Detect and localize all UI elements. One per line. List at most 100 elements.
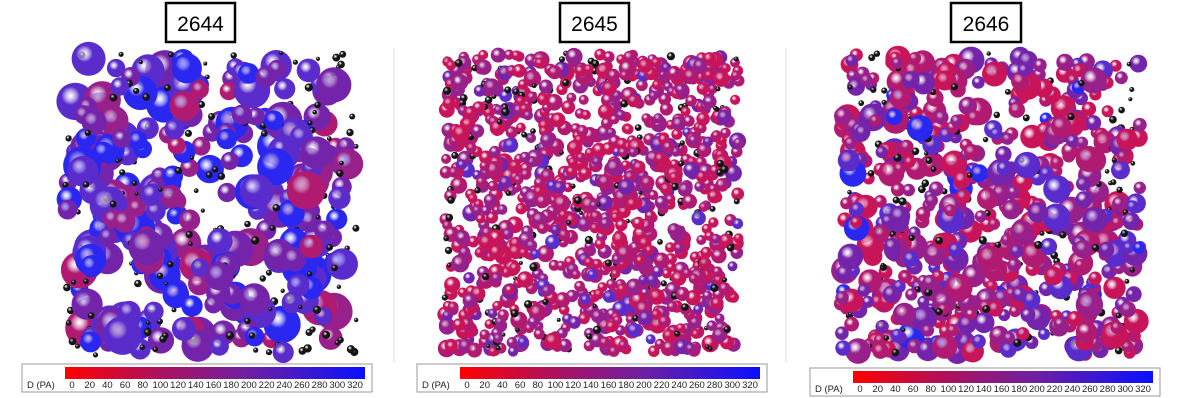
sphere (451, 73, 469, 91)
sphere (195, 154, 224, 184)
sphere (309, 326, 316, 333)
sphere (143, 328, 152, 337)
sphere (530, 128, 536, 135)
sphere (80, 255, 103, 278)
panel-title: 2645 (571, 13, 618, 36)
sphere (441, 294, 448, 301)
sphere (316, 67, 352, 103)
sphere (971, 334, 986, 349)
sphere (159, 335, 167, 343)
sphere (225, 331, 235, 340)
colorbar-tick-label: 280 (707, 380, 723, 391)
sphere (610, 212, 621, 223)
sphere (1129, 87, 1135, 92)
sphere (518, 261, 523, 265)
sphere (934, 70, 955, 91)
sphere (973, 312, 995, 333)
sphere (298, 304, 303, 310)
sphere (671, 116, 686, 131)
sphere (80, 331, 102, 353)
sphere (995, 146, 1012, 163)
sphere (57, 199, 78, 220)
sphere (1059, 231, 1067, 239)
sphere (923, 151, 929, 156)
sphere (98, 227, 117, 246)
colorbar-tick-label: 40 (890, 384, 901, 395)
sphere (1104, 169, 1110, 174)
sphere (713, 70, 730, 87)
sphere (185, 230, 193, 239)
sphere (872, 225, 890, 243)
sphere (493, 333, 504, 344)
sphere (988, 217, 1000, 230)
sphere (336, 169, 344, 177)
sphere (640, 175, 655, 190)
sphere (553, 181, 566, 194)
sphere (578, 312, 590, 325)
sphere (691, 329, 701, 339)
sphere (216, 128, 237, 150)
sphere (304, 83, 313, 92)
sphere (847, 189, 852, 195)
sphere (905, 288, 918, 301)
sphere (623, 50, 636, 64)
colorbar-tick-label: 300 (724, 380, 740, 391)
sphere (482, 272, 490, 281)
colorbar-tick-label: 200 (636, 380, 652, 391)
sphere (702, 136, 714, 147)
sphere (618, 340, 629, 350)
sphere (537, 245, 554, 263)
colorbar-tick-label: 80 (926, 384, 937, 395)
sphere (971, 76, 985, 89)
sphere (470, 124, 485, 138)
sphere (1022, 114, 1030, 122)
sphere (287, 274, 310, 297)
sphere (881, 87, 888, 94)
sphere (81, 109, 107, 135)
sphere (171, 316, 196, 341)
sphere (843, 215, 870, 241)
sphere (858, 100, 865, 106)
sphere (935, 236, 943, 245)
panel-title: 2644 (177, 13, 224, 36)
sphere (923, 242, 947, 267)
sphere (837, 149, 860, 172)
sphere (501, 107, 510, 117)
sphere (836, 265, 853, 282)
sphere (550, 112, 566, 128)
sphere (197, 100, 206, 109)
sphere (307, 120, 313, 126)
sphere (438, 317, 456, 335)
sphere (715, 86, 721, 92)
sphere (65, 135, 72, 142)
sphere (674, 83, 687, 96)
sphere (193, 188, 199, 194)
sphere (722, 277, 728, 283)
sphere (702, 94, 717, 109)
sphere (492, 300, 503, 311)
sphere (835, 291, 849, 305)
sphere (712, 327, 728, 343)
sphere (881, 99, 887, 105)
sphere (487, 180, 498, 192)
sphere (574, 196, 582, 205)
colorbar-tick-label: 0 (69, 380, 74, 391)
sphere (893, 153, 902, 162)
sphere (705, 344, 710, 350)
sphere (336, 284, 342, 289)
sphere (496, 119, 503, 125)
sphere (467, 342, 482, 358)
title-box (164, 1, 237, 44)
sphere (444, 246, 453, 255)
sphere (156, 272, 164, 279)
sphere (710, 233, 721, 244)
sphere (190, 155, 195, 160)
colorbar (853, 371, 1153, 383)
sphere (930, 166, 937, 173)
sphere (726, 244, 735, 252)
sphere (574, 280, 585, 292)
sphere (659, 182, 673, 195)
sphere (637, 58, 653, 73)
sphere (558, 228, 571, 241)
sphere (467, 235, 480, 248)
